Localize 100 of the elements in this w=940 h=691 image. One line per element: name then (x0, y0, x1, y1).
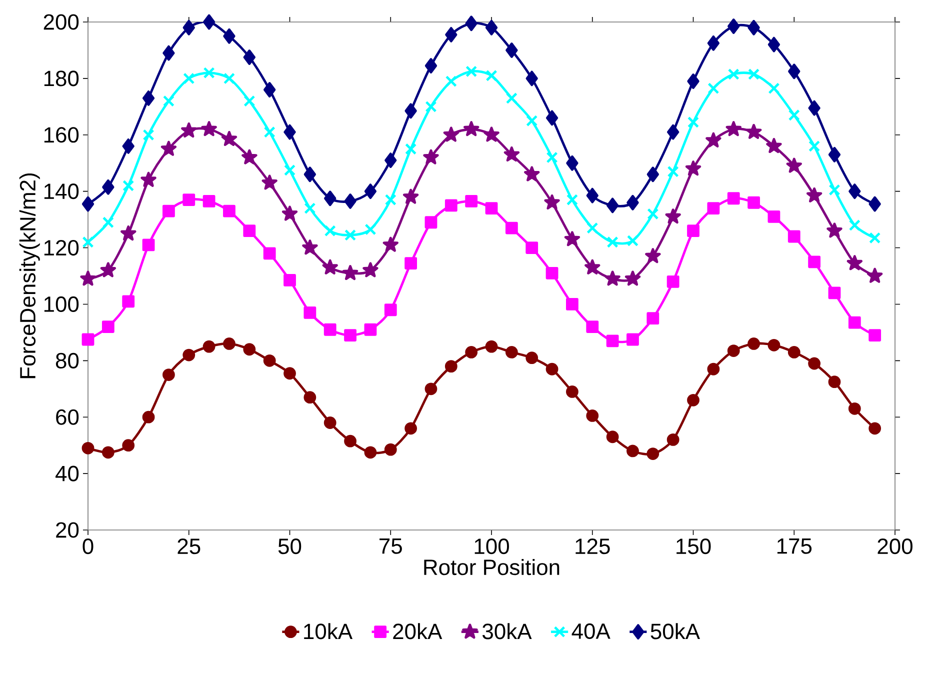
point (788, 346, 800, 358)
point (786, 158, 802, 173)
point (223, 72, 236, 84)
point (667, 166, 679, 178)
point (727, 192, 740, 205)
point (728, 68, 740, 80)
point (848, 316, 861, 329)
y-tick-label: 20 (56, 522, 79, 538)
point (708, 82, 720, 94)
point (486, 70, 498, 82)
point (584, 259, 600, 274)
point (405, 143, 417, 155)
point (465, 16, 478, 32)
point (546, 152, 558, 164)
point (748, 68, 760, 80)
point (666, 433, 680, 446)
point (364, 224, 376, 236)
point (646, 448, 660, 460)
point (504, 146, 520, 162)
y-tick-label: 200 (44, 14, 79, 30)
point (645, 248, 661, 264)
point (384, 304, 397, 316)
point (666, 275, 680, 288)
point (344, 194, 356, 209)
x-tick-label: 25 (178, 538, 200, 554)
point (444, 199, 458, 212)
point (162, 204, 175, 218)
point (162, 95, 174, 107)
point (828, 286, 841, 300)
y-tick-label: 180 (44, 70, 79, 86)
point (223, 338, 236, 350)
point (586, 410, 599, 422)
point (868, 196, 881, 212)
point (202, 14, 216, 30)
point (526, 70, 538, 86)
point (544, 194, 560, 210)
point (626, 444, 639, 458)
point (726, 121, 742, 136)
point (263, 247, 276, 260)
point (868, 329, 882, 342)
point (221, 130, 238, 146)
point (364, 323, 377, 336)
point (140, 172, 156, 187)
point (748, 196, 760, 209)
point (626, 194, 639, 210)
legend-label: 10kA (304, 623, 353, 640)
point (806, 187, 822, 202)
y-tick-label: 160 (44, 127, 79, 143)
point (384, 152, 397, 168)
point (667, 124, 680, 140)
point (444, 360, 458, 373)
point (465, 346, 478, 358)
y-tick-label: 80 (56, 352, 79, 368)
point (201, 121, 217, 136)
point (848, 219, 860, 231)
point (242, 149, 258, 164)
point (586, 188, 598, 204)
point (707, 202, 720, 214)
point (160, 140, 177, 156)
point (606, 334, 619, 348)
point (262, 174, 278, 190)
point (445, 75, 457, 88)
point (707, 362, 720, 376)
point (443, 126, 460, 142)
point (564, 231, 580, 246)
point (848, 184, 861, 200)
point (302, 240, 318, 255)
x-tick-label: 175 (777, 538, 812, 554)
point (284, 367, 296, 380)
point (364, 446, 377, 459)
point (788, 64, 800, 80)
point (162, 45, 175, 61)
point (546, 362, 558, 376)
point (566, 386, 578, 398)
point (828, 376, 841, 388)
point (344, 329, 356, 342)
point (526, 114, 538, 127)
point (463, 121, 480, 136)
x-tick-label: 200 (878, 538, 912, 554)
point (586, 320, 599, 333)
y-tick-label: 140 (44, 184, 79, 200)
point (80, 270, 96, 286)
point (766, 138, 782, 154)
point (282, 206, 298, 221)
point (665, 208, 681, 224)
y-tick-label: 40 (55, 466, 79, 482)
point (344, 434, 356, 448)
legend-label: 30kA (482, 623, 532, 640)
point (263, 354, 276, 367)
x-tick-label: 150 (676, 538, 711, 554)
point (122, 295, 135, 308)
point (243, 50, 256, 65)
point (223, 204, 236, 218)
point (102, 446, 114, 459)
point (102, 320, 114, 333)
point (826, 222, 842, 238)
point (604, 270, 620, 286)
point (243, 343, 256, 356)
point (424, 58, 438, 74)
point (304, 391, 316, 404)
